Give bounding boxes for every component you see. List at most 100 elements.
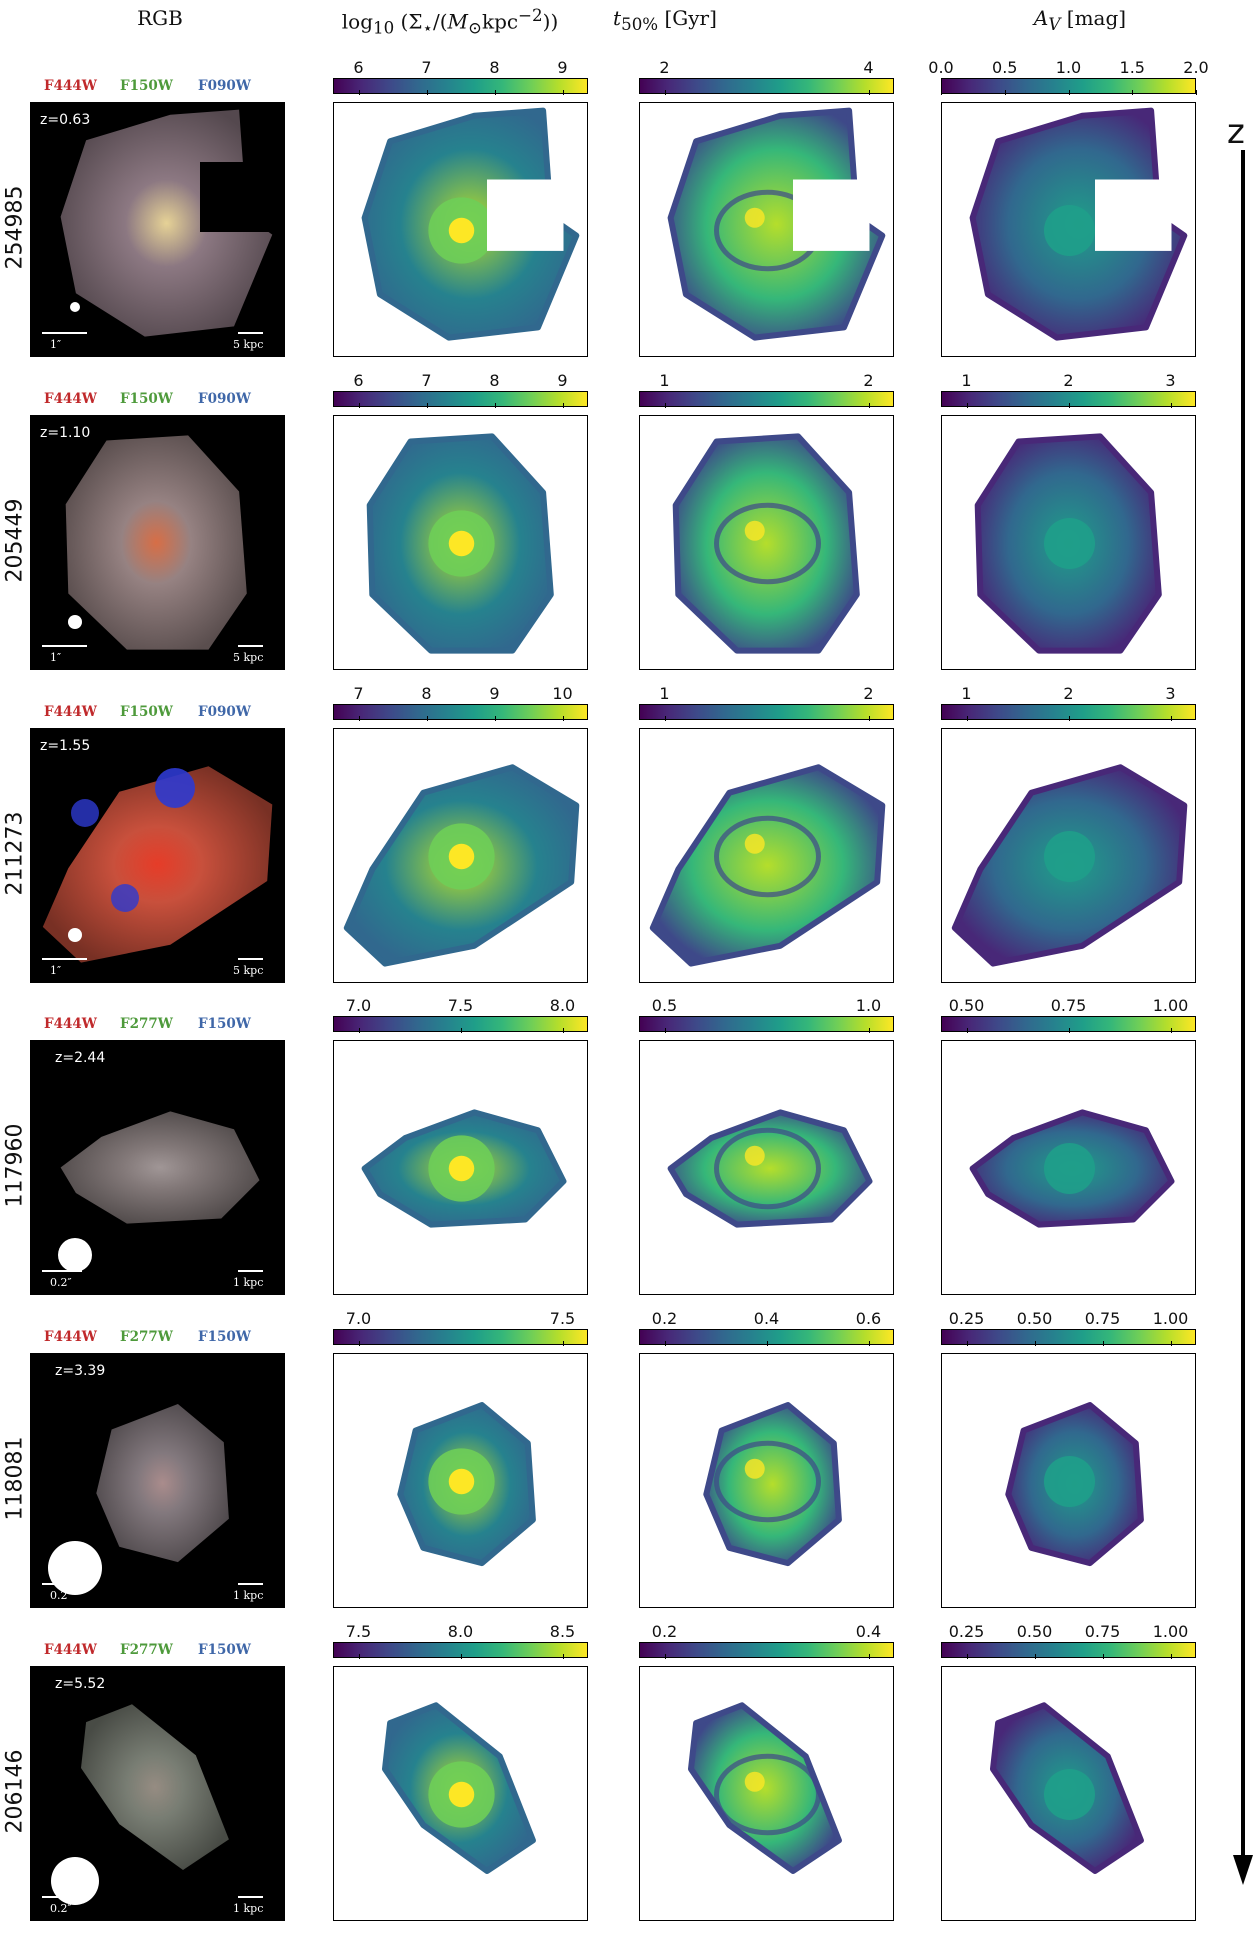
age-map-panel <box>639 1666 894 1921</box>
colorbar-tick-label: 0.50 <box>1016 1622 1053 1641</box>
av-map <box>974 433 1162 654</box>
physical-scale-bar <box>238 1896 263 1898</box>
colorbar-tick <box>426 403 428 408</box>
colorbar-tick <box>868 1341 870 1346</box>
colorbar-tick <box>966 1654 968 1659</box>
colorbar-tick-label: 10 <box>552 684 573 703</box>
age-map <box>649 764 886 967</box>
filter-label: F444W <box>44 1016 97 1032</box>
colorbar-tick-label: 1.00 <box>1152 1622 1189 1641</box>
colorbar-tick <box>1196 90 1197 95</box>
colorbar-tick-label: 0.6 <box>855 1309 882 1328</box>
av-map <box>969 1109 1175 1228</box>
colorbar-tick-label: 7 <box>421 371 432 390</box>
colorbar-tick <box>868 90 870 95</box>
colorbar-tick <box>868 716 870 721</box>
angular-scale-bar <box>42 1270 82 1272</box>
colorbar-tick <box>426 716 428 721</box>
angular-scale-label: 1″ <box>50 964 62 977</box>
colorbar-tick-label: 7.0 <box>345 1309 372 1328</box>
galaxy-rgb <box>81 1704 229 1870</box>
colorbar-tick <box>664 1654 666 1659</box>
colorbar-tick-label: 0.2 <box>651 1309 678 1328</box>
rgb-image: z=3.39 0.2″ 1 kpc <box>30 1353 285 1608</box>
redshift-label: z=1.10 <box>40 425 91 441</box>
colorbar-tick <box>664 403 666 408</box>
colorbar-tick <box>1034 1654 1036 1659</box>
mass-colorbar: 6 7 8 9 <box>333 58 588 98</box>
rgb-image: z=0.63 1″ 5 kpc <box>30 102 285 357</box>
colorbar-tick-label: 3 <box>1165 371 1176 390</box>
colorbar-tick-label: 9 <box>557 371 568 390</box>
column-title-age: t50% [Gyr] <box>613 6 717 34</box>
angular-scale-bar <box>42 332 87 334</box>
colorbar-tick-label: 9 <box>489 684 500 703</box>
age-map <box>688 1702 842 1874</box>
redshift-label: z=3.39 <box>55 1363 106 1379</box>
colorbar-tick <box>1170 1341 1172 1346</box>
colorbar-tick <box>1004 90 1006 95</box>
colorbar-tick <box>494 403 496 408</box>
colorbar-tick <box>1170 1028 1172 1033</box>
mass-colorbar: 7.0 7.5 8.0 <box>333 996 588 1036</box>
colorbar-gradient <box>333 78 588 94</box>
physical-scale-label: 1 kpc <box>233 1902 264 1915</box>
colorbar-tick <box>664 716 666 721</box>
mass-map <box>343 764 580 967</box>
av-map-panel <box>941 102 1196 357</box>
galaxy-rgb <box>96 1404 229 1563</box>
redshift-label: z=2.44 <box>55 1050 106 1066</box>
colorbar-tick <box>941 90 942 95</box>
filter-label: F444W <box>44 391 97 407</box>
colorbar-gradient <box>333 391 588 407</box>
colorbar-tick <box>358 403 360 408</box>
galaxy-row: 254985 F444W F150W F090W z=0.63 1″ 5 kpc 6 7 8 9 … <box>0 58 1259 384</box>
physical-scale-bar <box>238 645 263 647</box>
age-map <box>672 433 860 654</box>
mass-map-panel <box>333 1040 588 1295</box>
angular-scale-bar <box>42 1896 82 1898</box>
mass-map-panel <box>333 1666 588 1921</box>
colorbar-tick-label: 7 <box>353 684 364 703</box>
colorbar-tick <box>664 1028 666 1033</box>
colorbar-tick-label: 0.0 <box>928 58 954 77</box>
colorbar-tick-label: 9 <box>557 58 568 77</box>
colorbar-tick-label: 1 <box>961 684 972 703</box>
av-colorbar: 1 2 3 <box>941 684 1196 724</box>
colorbar-tick-label: 0.50 <box>948 996 985 1015</box>
filter-label: F444W <box>44 1642 97 1658</box>
mass-map-panel <box>333 1353 588 1608</box>
age-map-panel <box>639 415 894 670</box>
colorbar-tick-label: 7.5 <box>549 1309 576 1328</box>
filter-label: F150W <box>120 704 173 720</box>
colorbar-tick <box>358 1654 360 1659</box>
colorbar-tick <box>494 90 496 95</box>
colorbar-gradient <box>941 1329 1196 1345</box>
psf-marker <box>68 928 82 942</box>
colorbar-tick-label: 0.25 <box>948 1309 985 1328</box>
age-map <box>667 1109 873 1228</box>
mass-map-panel <box>333 415 588 670</box>
colorbar-tick-label: 0.75 <box>1084 1622 1121 1641</box>
colorbar-tick <box>358 716 360 721</box>
age-map-panel <box>639 1353 894 1608</box>
colorbar-tick <box>1034 1341 1036 1346</box>
av-colorbar: 0.50 0.75 1.00 <box>941 996 1196 1036</box>
colorbar-tick-label: 7 <box>421 58 432 77</box>
colorbar-tick-label: 8.0 <box>447 1622 474 1641</box>
filter-label: F150W <box>120 391 173 407</box>
filter-labels: F444W F277W F150W <box>30 1642 280 1662</box>
colorbar-tick-label: 0.5 <box>651 996 678 1015</box>
filter-label: F090W <box>198 391 251 407</box>
colorbar-tick <box>358 1341 360 1346</box>
mass-map-panel <box>333 102 588 357</box>
angular-scale-label: 1″ <box>50 338 62 351</box>
colorbar-tick-label: 1.00 <box>1152 1309 1189 1328</box>
colorbar-gradient <box>639 1016 894 1032</box>
colorbar-tick <box>562 403 564 408</box>
filter-labels: F444W F150W F090W <box>30 78 280 98</box>
colorbar-tick-label: 8 <box>421 684 432 703</box>
colorbar-tick <box>1102 1654 1104 1659</box>
